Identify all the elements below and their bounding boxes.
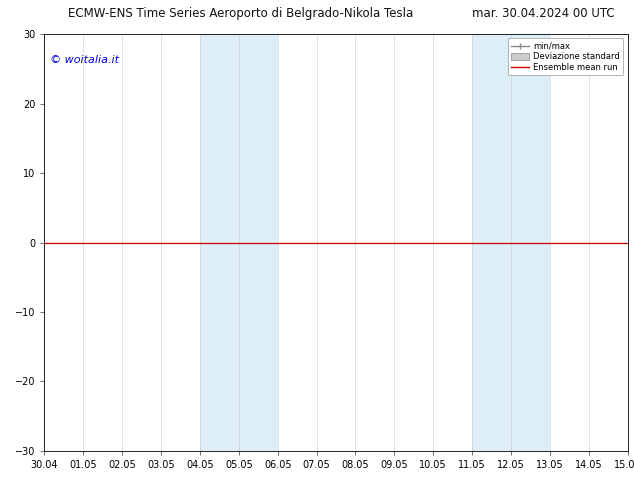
Legend: min/max, Deviazione standard, Ensemble mean run: min/max, Deviazione standard, Ensemble m…: [508, 39, 623, 75]
Text: mar. 30.04.2024 00 UTC: mar. 30.04.2024 00 UTC: [472, 7, 615, 21]
Bar: [472, 34, 550, 451]
Text: ECMW-ENS Time Series Aeroporto di Belgrado-Nikola Tesla: ECMW-ENS Time Series Aeroporto di Belgra…: [68, 7, 413, 21]
Text: © woitalia.it: © woitalia.it: [50, 55, 119, 65]
Bar: [200, 34, 278, 451]
